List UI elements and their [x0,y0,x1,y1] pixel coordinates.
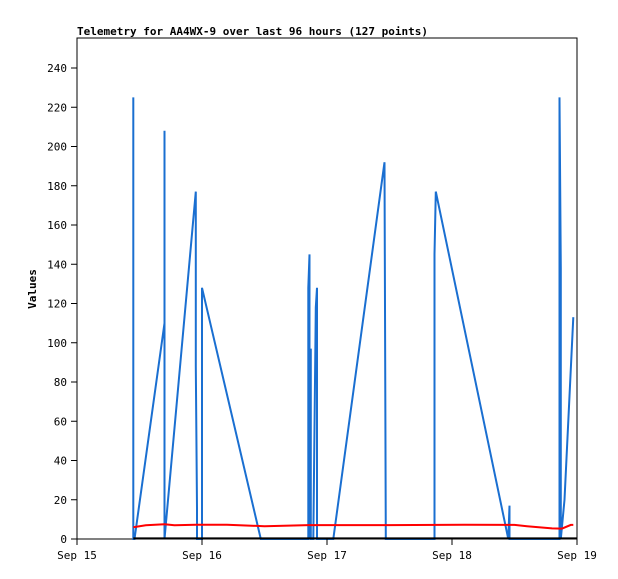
y-tick-label: 240 [47,62,67,75]
y-tick-label: 20 [54,494,67,507]
y-axis-label: Values [26,269,39,309]
plot-frame [76,37,578,540]
y-tick-label: 120 [47,298,67,311]
y-tick-label: 160 [47,219,67,232]
y-tick-label: 220 [47,101,67,114]
series-layer [132,97,577,540]
x-tick-label: Sep 15 [57,549,97,562]
chart-title: Telemetry for AA4WX-9 over last 96 hours… [77,25,428,38]
axis-layer: 0 20 40 60 80 100 120 140 160 180 200 220 240 Sep 15 S… [47,62,597,562]
y-tick-label: 180 [47,180,67,193]
y-tick-label: 60 [54,415,67,428]
series-line-2 [133,523,574,530]
y-tick-label: 100 [47,337,67,350]
x-tick-label: Sep 16 [182,549,222,562]
y-tick-label: 200 [47,141,67,154]
y-tick-label: 40 [54,455,67,468]
y-tick-label: 0 [60,533,67,546]
y-tick-label: 140 [47,258,67,271]
x-tick-label: Sep 19 [557,549,597,562]
x-tick-label: Sep 18 [432,549,472,562]
x-tick-label: Sep 17 [307,549,347,562]
y-tick-label: 80 [54,376,67,389]
